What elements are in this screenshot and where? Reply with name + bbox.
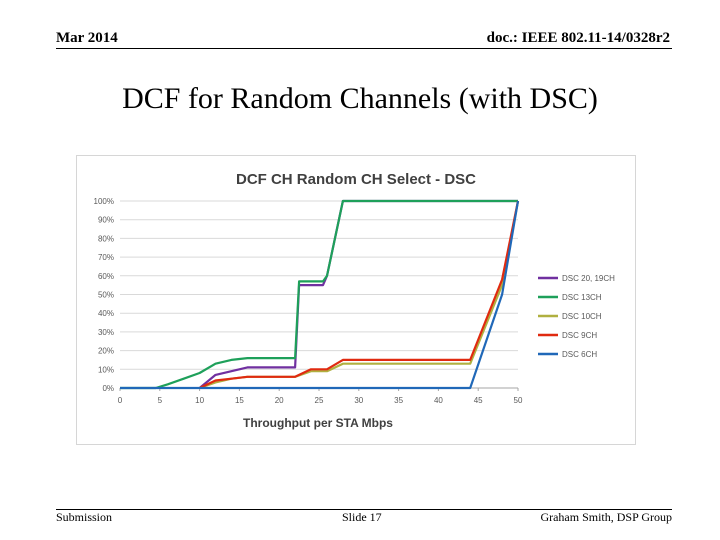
legend-label: DSC 13CH — [562, 293, 602, 302]
legend-label: DSC 6CH — [562, 350, 597, 359]
x-tick-label: 40 — [434, 396, 443, 405]
series-line-5 — [120, 200, 520, 390]
slide-title: DCF for Random Channels (with DSC) — [122, 82, 598, 115]
x-tick-label: 45 — [474, 396, 483, 405]
footer-left: Submission — [56, 510, 113, 524]
y-tick-label: 80% — [98, 234, 114, 243]
x-tick-label: 25 — [315, 396, 324, 405]
legend-label: DSC 20, 19CH — [562, 274, 615, 283]
y-tick-label: 90% — [98, 216, 114, 225]
header-doc-id: doc.: IEEE 802.11-14/0328r2 — [486, 30, 670, 46]
y-tick-label: 30% — [98, 328, 114, 337]
x-tick-label: 0 — [118, 396, 123, 405]
line-chart: DCF CH Random CH Select - DSC 0% 10% 20% 30… — [94, 171, 616, 430]
slide-number: Slide 17 — [342, 510, 382, 524]
y-tick-label: 40% — [98, 309, 114, 318]
header-rule — [56, 48, 672, 49]
x-axis-label: Throughput per STA Mbps — [243, 416, 393, 430]
x-tick-label: 50 — [514, 396, 523, 405]
x-tick-label: 20 — [275, 396, 284, 405]
series-line-4 — [199, 200, 520, 389]
y-tick-label: 0% — [102, 384, 114, 393]
x-tick-label: 15 — [235, 396, 244, 405]
x-tick-label: 5 — [158, 396, 163, 405]
y-tick-label: 50% — [98, 291, 114, 300]
y-tick-label: 100% — [94, 197, 114, 206]
footer-author: Graham Smith, DSP Group — [540, 510, 672, 524]
series-line-2 — [120, 199, 518, 390]
y-tick-label: 70% — [98, 253, 114, 262]
y-tick-label: 60% — [98, 272, 114, 281]
footer-rule — [56, 509, 672, 510]
chart-title: DCF CH Random CH Select - DSC — [236, 171, 476, 188]
legend-label: DSC 9CH — [562, 331, 597, 340]
chart-container: DCF CH Random CH Select - DSC 0% 10% 20% 30… — [76, 155, 636, 445]
y-tick-label: 10% — [98, 365, 114, 374]
legend-label: DSC 10CH — [562, 312, 602, 321]
x-tick-label: 35 — [394, 396, 403, 405]
header-date: Mar 2014 — [56, 30, 118, 46]
y-tick-label: 20% — [98, 347, 114, 356]
x-tick-label: 30 — [354, 396, 363, 405]
x-tick-label: 10 — [195, 396, 204, 405]
